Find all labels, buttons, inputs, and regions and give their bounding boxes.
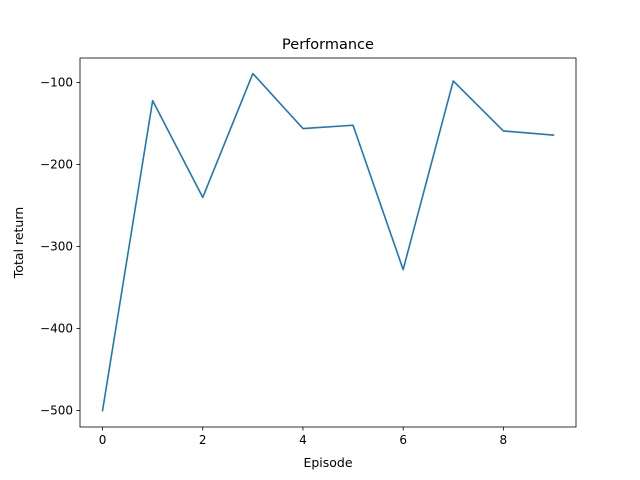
x-axis-label: Episode [303,455,352,470]
x-tick-label: 4 [299,433,307,447]
series-layer [101,72,555,412]
x-tick-label: 6 [399,433,407,447]
y-tick-label: −300 [40,240,73,254]
x-tick-label: 2 [199,433,207,447]
series-line [101,72,555,412]
y-axis: −500 −400 −300 −200 −100 [40,76,80,418]
y-tick-label: −200 [40,158,73,172]
y-tick-label: −400 [40,322,73,336]
x-tick-label: 0 [99,433,107,447]
chart-title: Performance [282,37,374,53]
plot-frame [79,57,577,428]
y-tick-label: −100 [40,76,73,90]
y-tick-label: −500 [40,404,73,418]
plot-area [79,57,577,428]
x-tick-label: 8 [500,433,508,447]
x-axis: 0 2 4 6 8 [99,427,507,447]
y-axis-label: Total return [11,207,26,279]
